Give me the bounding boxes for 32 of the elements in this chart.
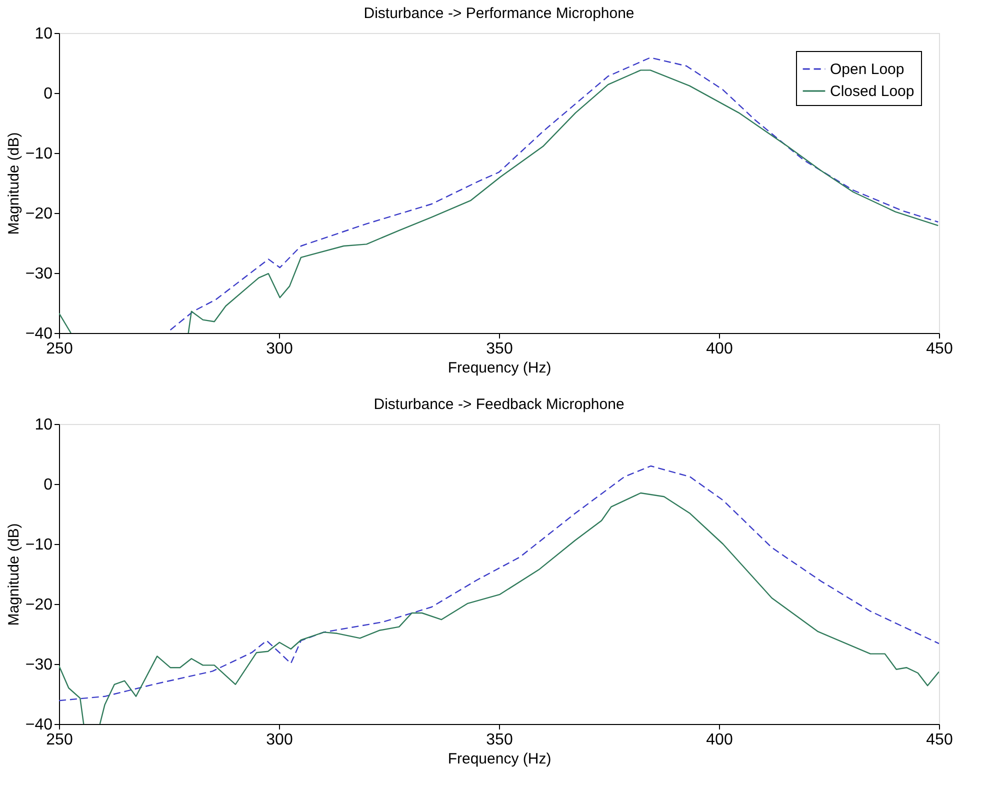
x-tick-label: 400 <box>706 340 733 358</box>
y-tick-label: −20 <box>25 206 53 222</box>
x-tick-label: 450 <box>926 732 953 748</box>
x-tick-label: 450 <box>926 340 953 358</box>
x-tick-label: 250 <box>46 732 73 748</box>
y-axis-title: Magnitude (dB) <box>5 132 22 235</box>
line-series <box>59 465 939 702</box>
x-tick-label: 350 <box>486 732 513 748</box>
line-series <box>170 57 939 331</box>
legend-label: Open Loop <box>830 61 904 78</box>
x-tick-label: 400 <box>706 732 733 748</box>
y-tick-label: −40 <box>25 716 53 734</box>
y-tick-label: 10 <box>34 26 53 42</box>
x-tick-label: 300 <box>266 340 293 358</box>
y-tick-label: −20 <box>25 596 53 614</box>
chart-title: Disturbance -> Performance Microphone <box>364 5 634 22</box>
y-tick-label: −10 <box>25 536 53 554</box>
y-tick-label: 0 <box>44 476 53 494</box>
x-tick-label: 250 <box>46 340 73 358</box>
chart-title: Disturbance -> Feedback Microphone <box>374 396 624 413</box>
x-tick-label: 350 <box>486 340 513 358</box>
y-tick-label: 0 <box>44 86 53 102</box>
y-tick-label: −10 <box>25 146 53 162</box>
legend-label: Closed Loop <box>830 83 914 100</box>
y-tick-label: −40 <box>25 326 53 342</box>
y-axis-title: Magnitude (dB) <box>5 523 22 626</box>
x-tick-label: 300 <box>266 732 293 748</box>
x-axis-title: Frequency (Hz) <box>448 750 552 768</box>
y-tick-label: −30 <box>25 656 53 674</box>
y-tick-label: 10 <box>34 416 53 434</box>
x-axis-title: Frequency (Hz) <box>448 360 552 376</box>
y-tick-label: −30 <box>25 266 53 282</box>
